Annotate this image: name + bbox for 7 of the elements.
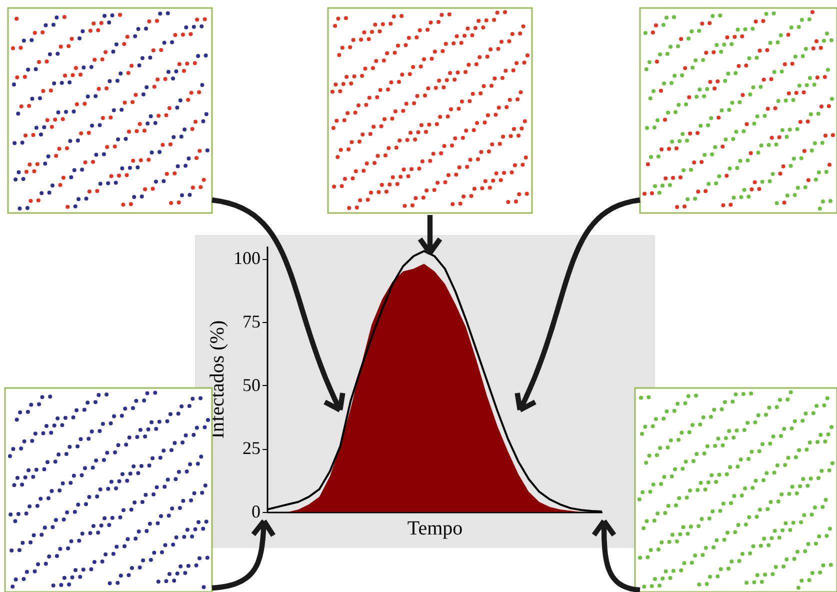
- y-tick-label: 50: [242, 374, 260, 395]
- x-axis-title: Tempo: [407, 518, 463, 540]
- y-tick-label: 0: [252, 502, 260, 522]
- y-tick-label: 100: [234, 248, 260, 268]
- y-tick-label: 25: [242, 438, 260, 458]
- y-axis-title: Infectados (%): [206, 320, 228, 439]
- y-tick-label: 75: [242, 312, 260, 332]
